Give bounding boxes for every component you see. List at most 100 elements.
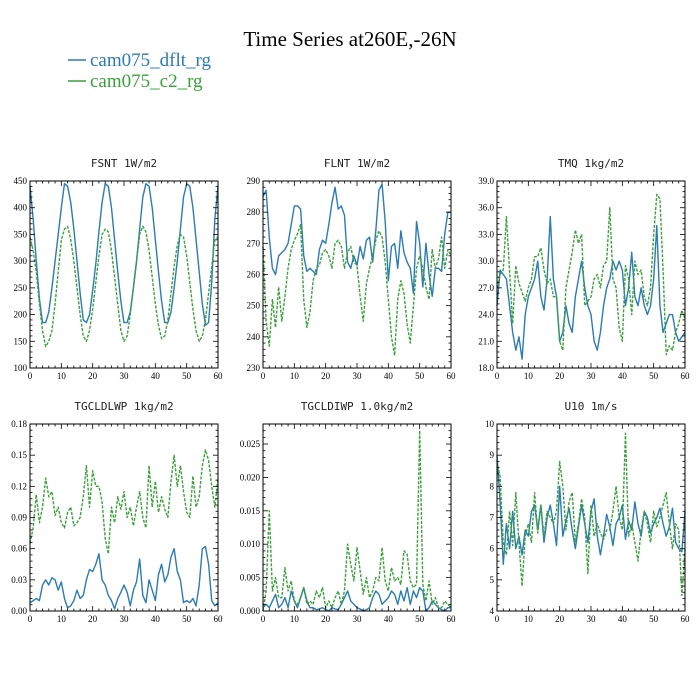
x-tick-label: 50	[649, 614, 659, 624]
plot-frame	[262, 180, 452, 369]
y-tick-label: 230	[247, 363, 261, 373]
panel-title: TGCLDIWP 1.0kg/m2	[301, 400, 414, 413]
y-tick-label: 0.09	[11, 513, 27, 523]
x-tick-label: 30	[587, 614, 597, 624]
x-tick-label: 10	[57, 614, 67, 624]
series-line-c2	[496, 193, 686, 356]
x-tick-label: 60	[214, 371, 224, 381]
y-tick-label: 18.0	[478, 363, 494, 373]
series-line-c2	[262, 429, 452, 612]
series-line-c2	[29, 225, 219, 348]
x-tick-label: 10	[524, 371, 534, 381]
y-tick-label: 400	[14, 203, 28, 213]
chart-panel-3: TMQ 1kg/m2 0 10 20 30 40 50 60 18.0 21.0 24.0 27.0 3…	[478, 157, 690, 381]
x-tick-label: 50	[182, 371, 192, 381]
chart-panels: FSNT 1W/m20 10 20 30 40 50 6010015020025030035…	[11, 157, 690, 624]
y-tick-label: 7	[490, 513, 495, 523]
x-tick-label: 30	[120, 371, 130, 381]
x-tick-label: 0	[495, 614, 500, 624]
x-tick-label: 0	[28, 614, 33, 624]
y-tick-label: 0.15	[11, 450, 27, 460]
chart-panel-6: U10 1m/s 0 10 20 30 40 50 60 4 5 6 7 8 9 10	[485, 400, 690, 624]
y-tick-label: 0.005	[240, 573, 261, 583]
series-line-dflt	[496, 215, 686, 360]
chart-panel-2: FLNT 1W/m2 0 10 20 30 40 50 60 230 240 250 260 270 28…	[247, 157, 457, 381]
chart-panel-5: TGCLDIWP 1.0kg/m2 0 10 20 30 40 50 60 0.000 0.005…	[240, 400, 456, 624]
x-tick-label: 40	[384, 614, 394, 624]
y-tick-label: 270	[247, 238, 261, 248]
x-tick-label: 20	[555, 371, 565, 381]
y-tick-label: 0.12	[11, 481, 27, 491]
x-tick-label: 50	[649, 371, 659, 381]
y-tick-label: 24.0	[478, 310, 494, 320]
y-tick-label: 0.18	[11, 419, 27, 429]
x-tick-label: 20	[321, 614, 331, 624]
x-tick-label: 10	[57, 371, 67, 381]
y-tick-label: 0.00	[11, 606, 27, 616]
y-tick-label: 4	[490, 606, 495, 616]
y-tick-label: 450	[14, 176, 28, 186]
x-tick-label: 10	[290, 614, 300, 624]
y-tick-label: 0.000	[240, 606, 261, 616]
panel-title: TGCLDLWP 1kg/m2	[74, 400, 173, 413]
x-tick-label: 50	[182, 614, 192, 624]
y-tick-label: 6	[490, 544, 495, 554]
y-tick-label: 100	[14, 363, 28, 373]
x-tick-label: 30	[353, 614, 363, 624]
y-tick-label: 300	[14, 256, 28, 266]
panel-title: U10 1m/s	[565, 400, 618, 413]
y-tick-label: 21.0	[478, 336, 494, 346]
y-tick-label: 0.015	[240, 506, 261, 516]
x-tick-label: 0	[495, 371, 500, 381]
y-tick-label: 200	[14, 310, 28, 320]
series-line-dflt	[29, 545, 219, 610]
x-tick-label: 60	[681, 614, 691, 624]
y-tick-label: 33.0	[478, 229, 494, 239]
x-tick-label: 40	[151, 371, 161, 381]
series-line-c2	[29, 449, 219, 555]
y-tick-label: 260	[247, 270, 261, 280]
y-tick-label: 39.0	[478, 176, 494, 186]
x-tick-label: 40	[384, 371, 394, 381]
y-tick-label: 350	[14, 229, 28, 239]
legend-label: cam075_c2_rg	[90, 71, 203, 92]
y-tick-label: 30.0	[478, 256, 494, 266]
x-tick-label: 60	[447, 371, 457, 381]
chart-panel-1: FSNT 1W/m2 0 10 20 30 40 50 60 100 150 200 250 300 35…	[14, 157, 224, 381]
x-tick-label: 60	[214, 614, 224, 624]
y-tick-label: 280	[247, 207, 261, 217]
x-tick-label: 50	[415, 614, 425, 624]
series-line-dflt	[496, 455, 686, 565]
y-tick-label: 5	[490, 575, 495, 585]
series-line-c2	[496, 432, 686, 597]
x-tick-label: 0	[261, 614, 266, 624]
x-tick-label: 20	[555, 614, 565, 624]
x-tick-label: 40	[151, 614, 161, 624]
series-line-dflt	[262, 183, 451, 298]
x-tick-label: 30	[353, 371, 363, 381]
y-tick-label: 0.06	[11, 544, 27, 554]
x-tick-label: 10	[290, 371, 300, 381]
series-line-c2	[262, 223, 452, 357]
panel-title: FSNT 1W/m2	[91, 157, 157, 170]
figure-title: Time Series at260E,-26N	[243, 27, 456, 51]
y-tick-label: 250	[247, 301, 261, 311]
y-tick-label: 0.010	[240, 539, 261, 549]
y-tick-label: 10	[485, 419, 495, 429]
y-tick-label: 27.0	[478, 283, 494, 293]
y-tick-label: 240	[247, 332, 261, 342]
x-tick-label: 20	[88, 371, 98, 381]
y-tick-label: 290	[247, 176, 261, 186]
y-tick-label: 0.025	[240, 439, 261, 449]
y-tick-label: 0.020	[240, 472, 261, 482]
x-tick-label: 20	[321, 371, 331, 381]
x-tick-label: 60	[447, 614, 457, 624]
chart-panel-4: TGCLDLWP 1kg/m2 0 10 20 30 40 50 60 0.00 0.03 0.06…	[11, 400, 223, 624]
legend-label: cam075_dflt_rg	[90, 50, 212, 71]
y-tick-label: 250	[14, 283, 28, 293]
x-tick-label: 20	[88, 614, 98, 624]
x-tick-label: 30	[120, 614, 130, 624]
panel-title: TMQ 1kg/m2	[558, 157, 624, 170]
x-tick-label: 0	[261, 371, 266, 381]
